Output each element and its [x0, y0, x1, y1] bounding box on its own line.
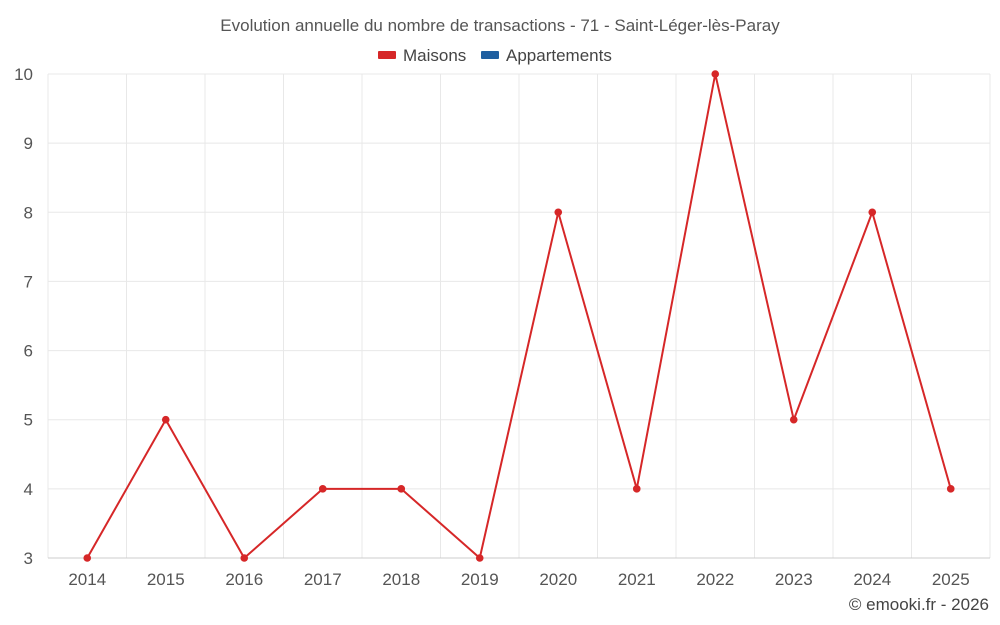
y-tick-label: 7 — [24, 272, 33, 291]
series-line — [86, 73, 952, 559]
x-tick-label: 2015 — [147, 570, 185, 589]
x-tick-label: 2016 — [225, 570, 263, 589]
x-tick-label: 2020 — [539, 570, 577, 589]
data-point[interactable] — [161, 415, 170, 424]
x-tick-label: 2019 — [461, 570, 499, 589]
legend-swatch — [481, 51, 499, 59]
data-point[interactable] — [946, 485, 955, 493]
x-tick-label: 2021 — [618, 570, 656, 589]
data-point[interactable] — [554, 208, 563, 217]
x-tick-label: 2024 — [853, 570, 891, 589]
chart-title: Evolution annuelle du nombre de transact… — [220, 16, 780, 35]
y-tick-label: 9 — [24, 134, 33, 153]
x-tick-label: 2022 — [696, 570, 734, 589]
legend-label[interactable]: Appartements — [506, 46, 612, 65]
x-tick-label: 2023 — [775, 570, 813, 589]
data-point[interactable] — [240, 554, 249, 562]
data-point[interactable] — [83, 554, 92, 562]
data-point[interactable] — [711, 70, 720, 78]
y-tick-label: 4 — [24, 480, 33, 499]
legend: Maisons Appartements — [378, 46, 612, 65]
data-point[interactable] — [397, 485, 406, 493]
legend-swatch — [378, 51, 396, 59]
y-tick-label: 3 — [24, 549, 33, 568]
y-tick-label: 5 — [24, 411, 33, 430]
x-axis-tick-labels: 2014 2015 2016 2017 2018 2019 2020 2021 2022 2023… — [68, 570, 969, 589]
data-point[interactable] — [318, 485, 327, 493]
series-layer — [83, 70, 955, 562]
legend-label[interactable]: Maisons — [403, 46, 466, 65]
data-point[interactable] — [789, 415, 798, 424]
y-tick-label: 6 — [24, 342, 33, 361]
y-tick-label: 8 — [24, 203, 33, 222]
data-point[interactable] — [475, 554, 484, 562]
vertical-gridlines — [47, 74, 991, 558]
y-axis-tick-labels: 3 4 5 6 7 8 9 10 — [14, 65, 33, 568]
y-tick-label: 10 — [14, 65, 33, 84]
data-point[interactable] — [632, 485, 641, 493]
x-tick-label: 2018 — [382, 570, 420, 589]
x-tick-label: 2025 — [932, 570, 970, 589]
data-point[interactable] — [868, 208, 877, 217]
credit-text: © emooki.fr - 2026 — [849, 595, 989, 614]
x-tick-label: 2017 — [304, 570, 342, 589]
x-tick-label: 2014 — [68, 570, 106, 589]
